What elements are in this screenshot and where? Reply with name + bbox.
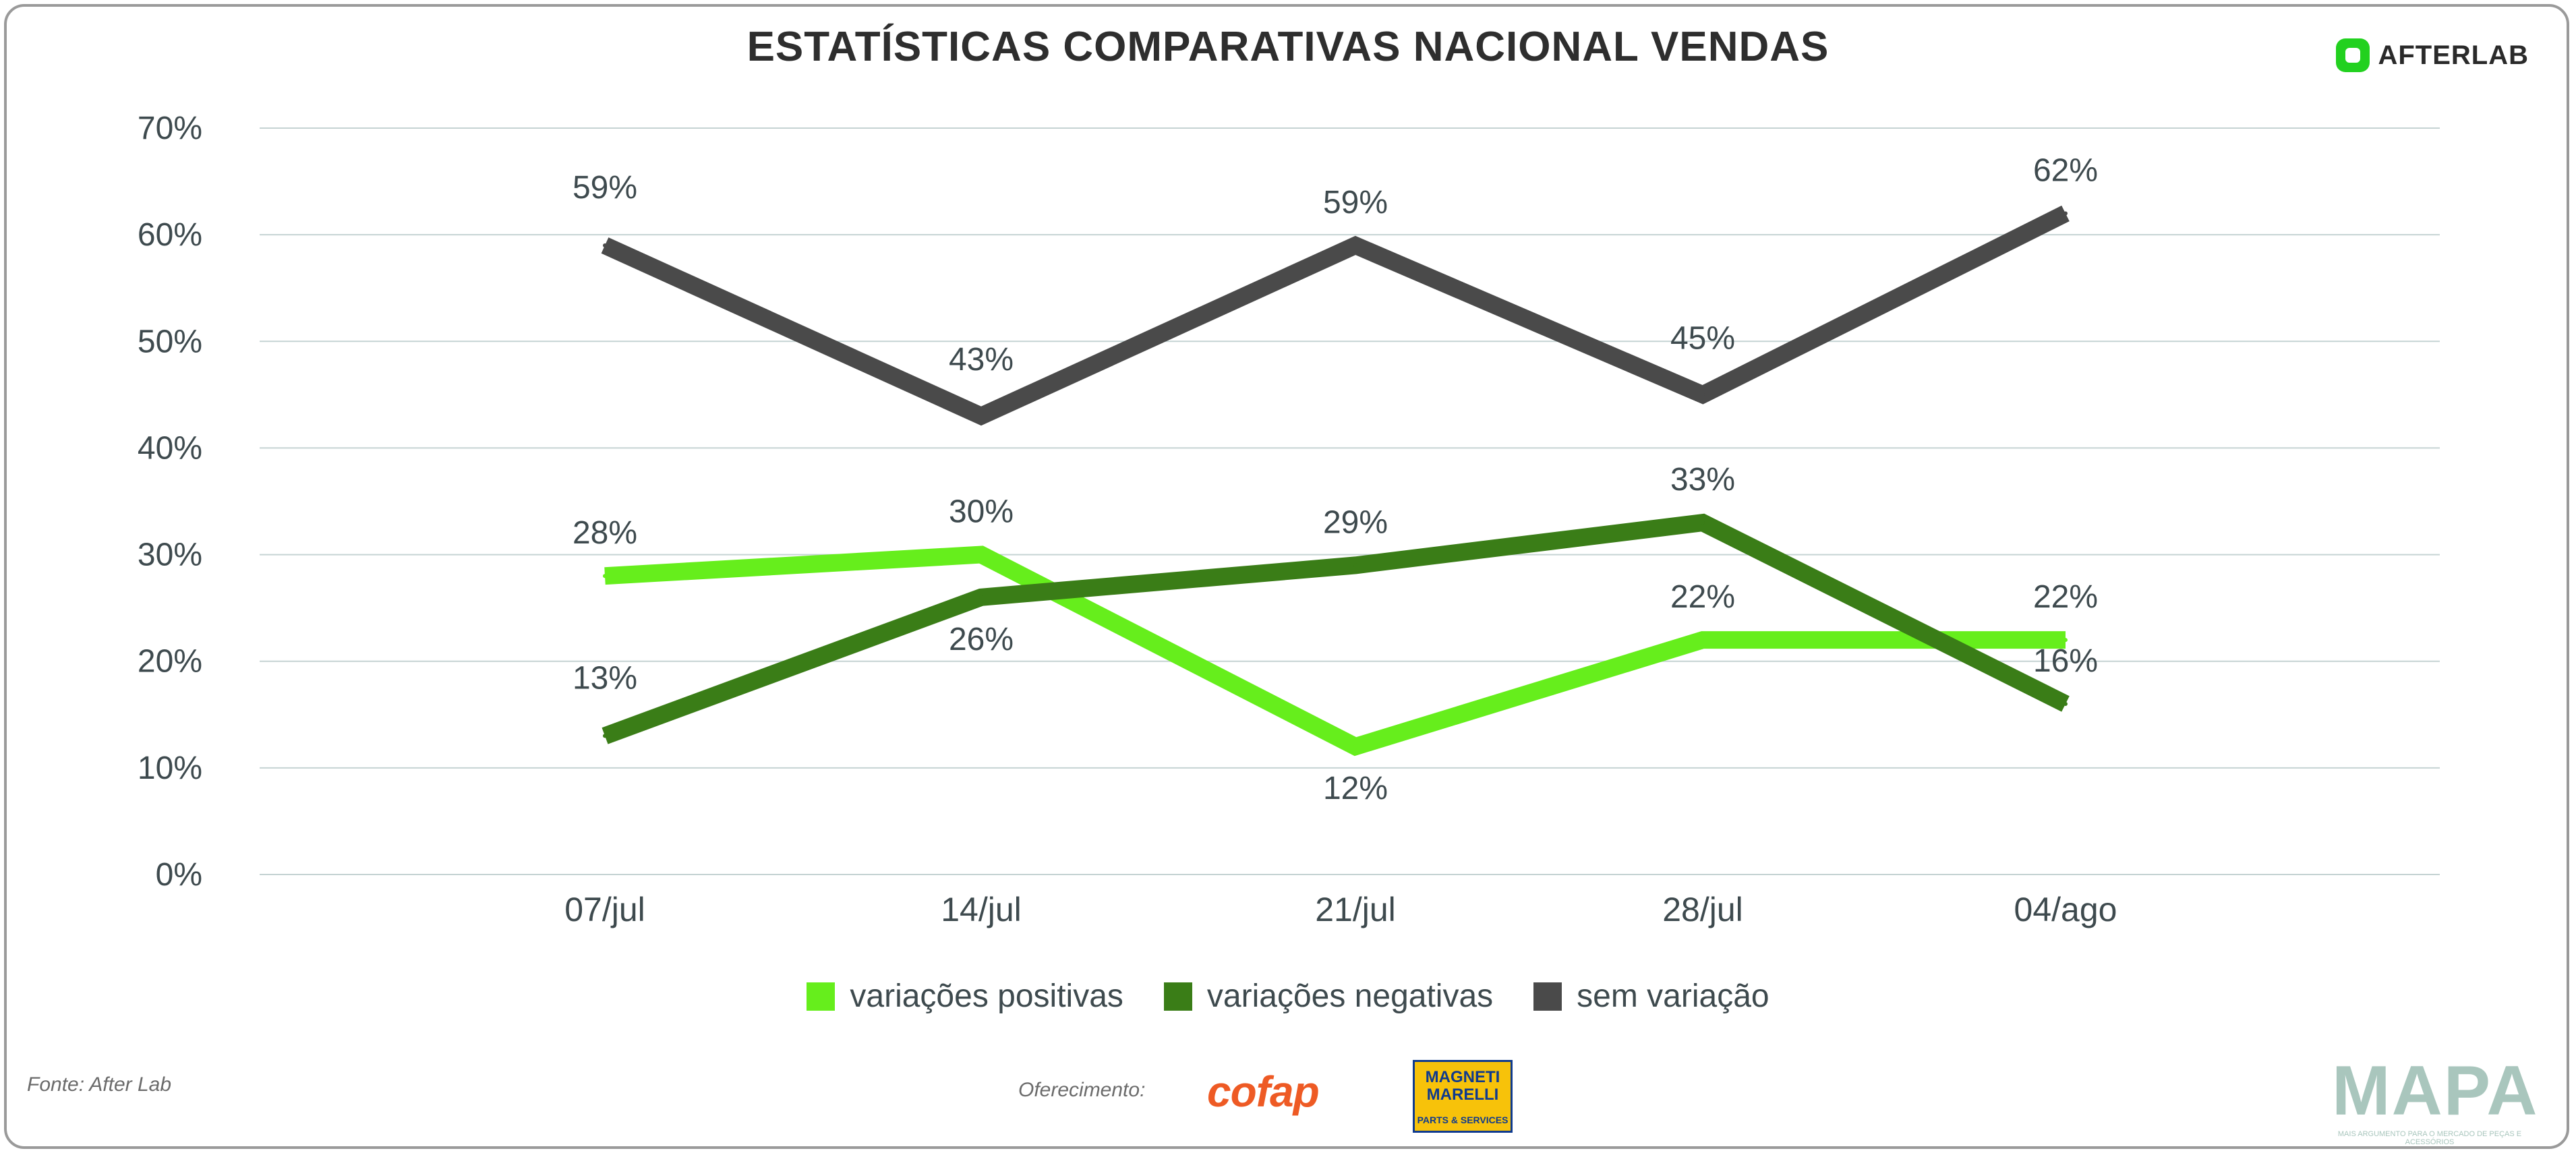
mapa-logo: MAPA MAIS ARGUMENTO PARA O MERCADO DE PE… xyxy=(2332,1052,2539,1146)
x-tick-label: 21/jul xyxy=(1315,891,1396,928)
legend-swatch-positive xyxy=(807,982,836,1011)
data-label-positive: 22% xyxy=(1670,579,1735,615)
data-point-neutral xyxy=(2063,211,2068,216)
data-label-neutral: 43% xyxy=(949,342,1014,378)
legend-item-negative: variações negativas xyxy=(1163,978,1494,1015)
x-tick-label: 28/jul xyxy=(1662,891,1743,928)
legend-label-neutral: sem variação xyxy=(1577,978,1769,1014)
data-point-positive xyxy=(603,574,607,579)
magneti-line2: MARELLI xyxy=(1426,1086,1499,1104)
y-tick-label: 10% xyxy=(138,750,202,786)
magneti-line3: PARTS & SERVICES xyxy=(1417,1115,1509,1125)
sponsor-label: Oferecimento: xyxy=(1018,1079,1146,1101)
data-point-negative xyxy=(1701,521,1705,525)
mapa-tagline: MAIS ARGUMENTO PARA O MERCADO DE PEÇAS E… xyxy=(2337,1130,2522,1146)
legend-label-positive: variações positivas xyxy=(850,978,1123,1014)
y-tick-label: 20% xyxy=(138,644,202,680)
y-tick-label: 30% xyxy=(138,537,202,573)
chart-title: ESTATÍSTICAS COMPARATIVAS NACIONAL VENDA… xyxy=(747,24,1829,70)
series-layer xyxy=(601,205,2070,757)
source-note: Fonte: After Lab xyxy=(27,1073,172,1096)
data-point-negative xyxy=(979,595,983,599)
data-label-positive: 28% xyxy=(573,515,637,551)
data-labels: 28% 30% 12% 22% 22% 13% 26% 29% 33% 16% 59% 43% 59% 4… xyxy=(573,153,2098,807)
data-point-neutral xyxy=(1353,243,1357,247)
y-tick-label: 0% xyxy=(156,857,202,893)
cofap-logo: cofap xyxy=(1207,1067,1320,1116)
mapa-wordmark: MAPA xyxy=(2332,1052,2539,1130)
data-point-positive xyxy=(1701,638,1705,643)
data-label-negative: 26% xyxy=(949,622,1014,657)
data-label-negative: 16% xyxy=(2033,643,2098,679)
data-point-negative xyxy=(603,734,607,738)
data-label-neutral: 59% xyxy=(1323,185,1388,220)
grid-layer xyxy=(260,127,2440,875)
y-tick-label: 60% xyxy=(138,217,202,253)
data-point-neutral xyxy=(603,243,607,247)
legend: variações positivas variações negativas … xyxy=(0,978,2576,1015)
legend-label-negative: variações negativas xyxy=(1206,978,1494,1014)
data-point-negative xyxy=(2063,701,2068,706)
brand-name: AFTERLAB xyxy=(2378,40,2529,70)
magneti-marelli-logo: MAGNETI MARELLI PARTS & SERVICES xyxy=(1413,1060,1513,1133)
data-label-positive: 12% xyxy=(1323,771,1388,806)
data-point-positive xyxy=(979,552,983,557)
data-point-negative xyxy=(1353,563,1357,568)
data-point-positive xyxy=(2063,638,2068,643)
data-label-positive: 22% xyxy=(2033,579,2098,615)
data-label-negative: 13% xyxy=(573,660,637,696)
magneti-line1: MAGNETI xyxy=(1425,1068,1500,1086)
x-tick-label: 07/jul xyxy=(564,891,645,928)
x-axis-ticks: 07/jul 14/jul 21/jul 28/jul 04/ago xyxy=(564,891,2117,928)
data-label-negative: 29% xyxy=(1323,504,1388,540)
data-point-neutral xyxy=(1701,392,1705,397)
data-label-negative: 33% xyxy=(1670,462,1735,498)
legend-item-neutral: sem variação xyxy=(1533,978,1769,1015)
x-tick-label: 04/ago xyxy=(2014,891,2117,928)
y-axis-ticks: 0% 10% 20% 30% 40% 50% 60% 70% xyxy=(138,111,202,893)
data-point-positive xyxy=(1353,744,1357,749)
y-tick-label: 70% xyxy=(138,111,202,146)
legend-swatch-neutral xyxy=(1533,982,1562,1011)
legend-swatch-negative xyxy=(1163,982,1192,1011)
series-line-neutral xyxy=(601,205,2070,426)
y-tick-label: 50% xyxy=(138,324,202,359)
legend-item-positive: variações positivas xyxy=(807,978,1123,1015)
brand-mark-icon xyxy=(2336,38,2370,72)
y-tick-label: 40% xyxy=(138,430,202,466)
brand-logo: AFTERLAB xyxy=(2336,34,2529,77)
data-label-neutral: 45% xyxy=(1670,320,1735,356)
x-tick-label: 14/jul xyxy=(941,891,1022,928)
data-label-positive: 30% xyxy=(949,494,1014,530)
data-label-neutral: 59% xyxy=(573,170,637,206)
data-label-neutral: 62% xyxy=(2033,153,2098,189)
data-point-neutral xyxy=(979,413,983,418)
